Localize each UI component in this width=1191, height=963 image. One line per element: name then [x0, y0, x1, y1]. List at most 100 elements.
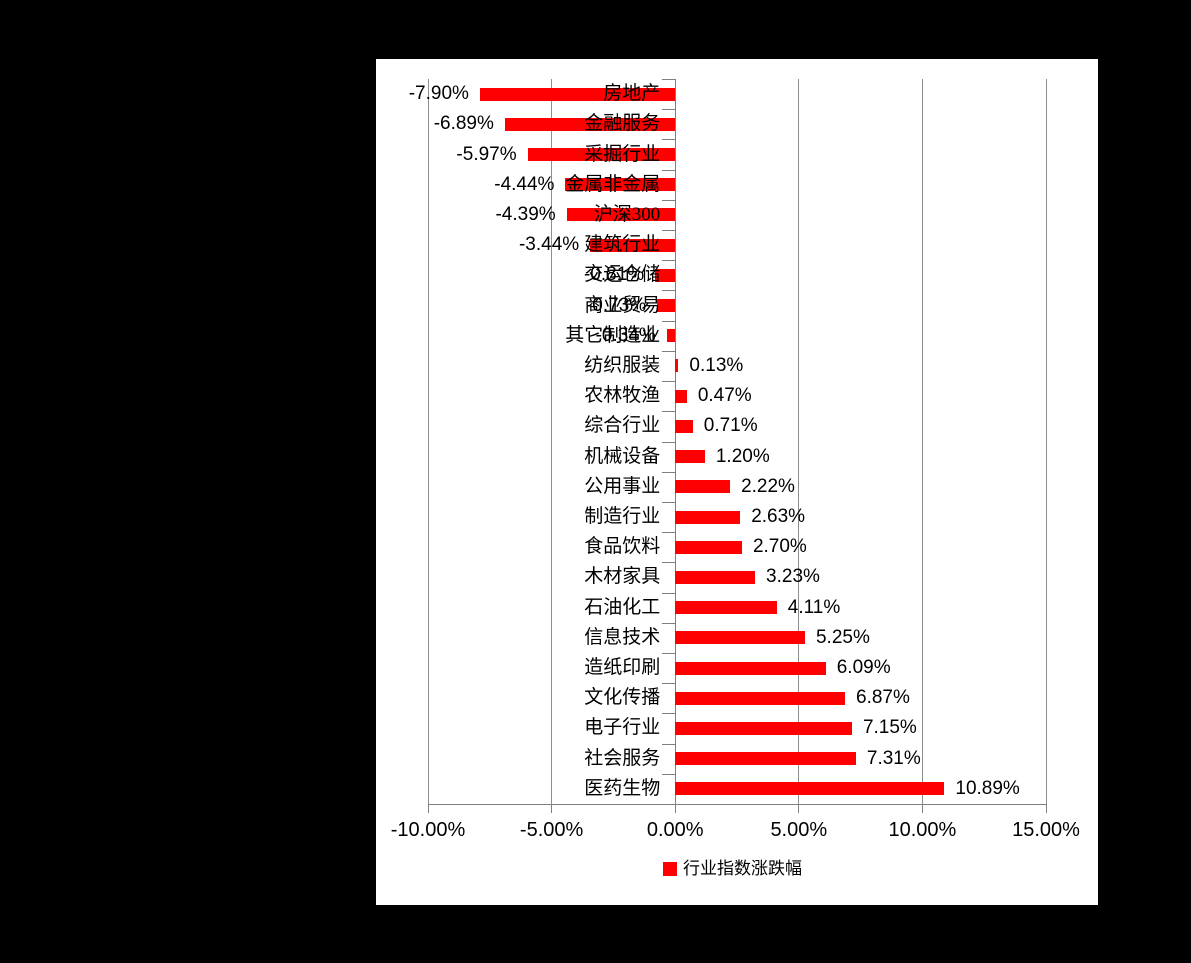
category-label: 公用事业 — [584, 475, 661, 497]
bar — [504, 117, 676, 131]
category-axis-tick — [662, 804, 676, 805]
x-axis-tick-label: 10.00% — [888, 819, 957, 841]
bar — [675, 721, 852, 735]
category-axis-tick — [662, 501, 676, 503]
value-label: -0.73% — [585, 294, 647, 316]
x-axis-tick-label: -5.00% — [519, 819, 584, 841]
category-axis-tick — [662, 652, 676, 654]
category-axis-tick — [662, 320, 676, 322]
category-axis-tick — [662, 592, 676, 594]
value-label: 0.71% — [703, 415, 758, 437]
bar — [675, 601, 777, 615]
bar — [675, 359, 679, 373]
category-label: 制造行业 — [584, 506, 661, 528]
category-axis-tick — [662, 441, 676, 443]
category-label: 医药生物 — [584, 777, 661, 799]
bar — [675, 570, 756, 584]
bar — [675, 661, 826, 675]
category-axis-line — [674, 79, 676, 805]
category-label: 石油化工 — [584, 596, 661, 618]
category-axis-tick — [662, 169, 676, 171]
value-label: 10.89% — [955, 777, 1020, 799]
category-axis-tick — [662, 622, 676, 624]
category-axis-tick — [662, 773, 676, 775]
category-axis-tick — [662, 411, 676, 413]
category-label: 建筑行业 — [584, 234, 661, 256]
value-label: 5.25% — [815, 626, 870, 648]
category-axis-tick — [662, 139, 676, 141]
gridline — [551, 79, 553, 804]
bar — [675, 480, 731, 494]
bar — [675, 419, 693, 433]
category-label: 采掘行业 — [584, 143, 661, 165]
chart-canvas: -10.00% -5.00% 0.00% 5.00% 10.00% 15.00% 房地产 -7… — [376, 59, 1098, 905]
x-axis-tick — [551, 804, 553, 813]
category-label: 机械设备 — [584, 445, 661, 467]
gridline — [427, 79, 429, 804]
value-label: -4.39% — [495, 203, 556, 225]
x-axis-tick — [427, 804, 429, 813]
category-label: 商业贸易 — [584, 294, 661, 316]
value-label: 2.70% — [752, 536, 807, 558]
value-label: 6.87% — [856, 687, 910, 709]
category-axis-tick — [662, 290, 676, 292]
value-label: 1.20% — [715, 445, 770, 467]
plot-area: -10.00% -5.00% 0.00% 5.00% 10.00% 15.00% 房地产 -7… — [376, 59, 1098, 905]
category-label: 金属非金属 — [565, 173, 661, 195]
bar — [590, 238, 676, 252]
bar — [675, 691, 845, 705]
value-label: 3.23% — [766, 566, 820, 588]
category-label: 文化传播 — [584, 687, 661, 709]
legend-label: 行业指数涨跌幅 — [683, 859, 802, 878]
x-axis-tick-label: 0.00% — [646, 819, 704, 841]
category-label: 造纸印刷 — [584, 657, 661, 679]
x-axis-tick — [921, 804, 923, 813]
category-axis-tick — [662, 562, 676, 564]
category-label: 信息技术 — [584, 626, 661, 648]
category-axis-tick — [662, 743, 676, 745]
legend: 行业指数涨跌幅 — [663, 860, 802, 878]
value-label: -7.90% — [408, 83, 469, 105]
bar — [566, 208, 676, 222]
category-axis-tick — [662, 713, 676, 715]
category-label: 其它制造业 — [565, 324, 661, 346]
gridline — [1045, 79, 1047, 804]
value-label: 6.09% — [836, 657, 891, 679]
category-label: 社会服务 — [584, 747, 661, 769]
x-axis-line — [428, 804, 1047, 805]
category-axis-tick — [662, 199, 676, 201]
category-axis-tick — [662, 109, 676, 111]
bar — [675, 631, 805, 645]
bar — [565, 178, 676, 192]
value-label: 7.15% — [862, 717, 917, 739]
category-label: 综合行业 — [584, 415, 661, 437]
value-label: -3.44% — [518, 234, 580, 256]
value-label: 2.63% — [751, 506, 806, 528]
value-label: -6.89% — [433, 113, 494, 135]
bar — [675, 510, 741, 524]
bar — [655, 268, 676, 282]
bar — [675, 782, 945, 796]
x-axis-tick-label: -10.00% — [390, 819, 466, 841]
value-label: 0.47% — [697, 385, 752, 407]
category-axis-tick — [662, 260, 676, 262]
value-label: -5.97% — [456, 143, 517, 165]
value-label: -0.34% — [595, 324, 656, 346]
value-label: 4.11% — [787, 596, 841, 618]
category-axis-tick — [662, 350, 676, 352]
category-label: 农林牧渔 — [584, 385, 661, 407]
category-label: 纺织服装 — [584, 354, 661, 376]
bar — [657, 299, 676, 313]
bar — [666, 329, 676, 343]
x-axis-tick — [1045, 804, 1047, 813]
x-axis-tick-label: 15.00% — [1012, 819, 1080, 841]
category-label: 房地产 — [603, 83, 661, 105]
category-label: 电子行业 — [584, 717, 661, 739]
category-axis-tick — [662, 532, 676, 534]
bar — [675, 389, 687, 403]
category-axis-tick — [662, 79, 676, 80]
bar — [675, 450, 705, 464]
value-label: -4.44% — [494, 173, 555, 195]
bar — [527, 148, 676, 162]
x-axis-tick-label: 5.00% — [770, 819, 828, 841]
